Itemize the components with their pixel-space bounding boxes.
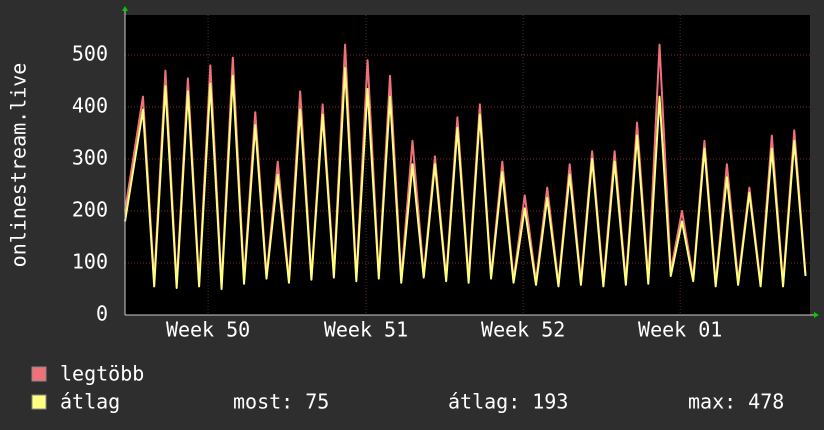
x-tick-label: Week 52	[481, 318, 565, 342]
x-tick-label: Week 51	[324, 318, 408, 342]
axis-arrow	[814, 312, 819, 318]
axis-arrow	[122, 6, 128, 11]
y-tick-label: 100	[72, 250, 108, 274]
stat-value: 75	[305, 390, 329, 414]
x-tick-label: Week 01	[638, 318, 722, 342]
legend-label: legtöbb	[60, 362, 144, 386]
stat-value: 478	[748, 390, 784, 414]
legend-swatch	[31, 394, 47, 410]
y-tick-label: 400	[72, 94, 108, 118]
y-tick-label: 300	[72, 146, 108, 170]
stat-label: max:	[688, 390, 736, 414]
x-tick-label: Week 50	[166, 318, 250, 342]
legend-label: átlag	[60, 390, 120, 414]
y-tick-label: 500	[72, 42, 108, 66]
y-axis-label: onlinestream.live	[7, 63, 31, 268]
y-tick-label: 200	[72, 198, 108, 222]
y-tick-label: 0	[96, 302, 108, 326]
stat-value: 193	[532, 390, 568, 414]
legend-swatch	[31, 366, 47, 382]
stat-label: most:	[233, 390, 293, 414]
series-line	[124, 67, 807, 291]
stat-label: átlag:	[448, 390, 520, 414]
